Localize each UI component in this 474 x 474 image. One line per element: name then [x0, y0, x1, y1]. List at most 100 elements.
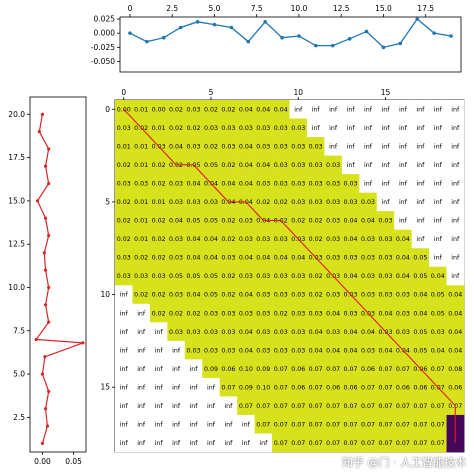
heatmap-cell [132, 396, 151, 416]
heatmap-cell-label: 0.08 [448, 366, 462, 373]
heatmap-cell [429, 118, 447, 138]
heatmap-cell-label: 0.03 [221, 347, 235, 354]
heatmap-cell [376, 359, 395, 379]
heatmap-cell [202, 137, 220, 156]
left-y-tick-label: 5.0 [13, 370, 25, 379]
heatmap-cell [184, 396, 203, 416]
heatmap-cell-label: 0.07 [396, 440, 410, 447]
top-plot-frame [119, 16, 462, 73]
heatmap-cell [149, 340, 168, 360]
heatmap-cell-label: inf [451, 144, 460, 151]
heatmap-cell [341, 137, 360, 156]
heatmap-cell-label: 0.03 [361, 199, 375, 206]
heatmap-cell-label: 0.04 [344, 236, 358, 243]
heatmap-cell-label: inf [451, 218, 460, 225]
heatmap-cell [411, 248, 430, 268]
heatmap-cell-label: 0.03 [361, 347, 375, 354]
heatmap-cell-label: 0.07 [274, 366, 288, 373]
heatmap-cell [324, 285, 343, 305]
heatmap-cell [115, 211, 133, 230]
heatmap-cell [202, 340, 220, 360]
heatmap-cell-label: 0.03 [396, 292, 410, 299]
heatmap-cell [324, 303, 343, 323]
heatmap-cell-label: 0.03 [239, 310, 253, 317]
heatmap-cell [184, 322, 203, 342]
heatmap-cell-label: inf [434, 106, 443, 113]
heatmap-cell [446, 229, 465, 249]
heatmap-cell [149, 266, 168, 286]
heatmap-cell [254, 266, 273, 286]
heatmap-cell [219, 229, 238, 249]
heatmap-cell [132, 229, 151, 249]
heatmap-cell [237, 303, 255, 323]
heatmap-cell-label: 0.03 [291, 292, 305, 299]
heatmap-cell-label: 0.03 [274, 273, 288, 280]
heatmap-cell [306, 322, 325, 342]
heatmap-cell [306, 285, 325, 305]
heatmap-cell-label: inf [451, 125, 460, 132]
heatmap-cell-label: 0.07 [378, 403, 392, 410]
heatmap-cell-label: 0.02 [256, 199, 270, 206]
heatmap-cell-label: 0.07 [378, 366, 392, 373]
heatmap-cell [184, 377, 203, 397]
heatmap-cell-label: 0.04 [274, 255, 288, 262]
left-y-tick-label: 10.0 [8, 283, 25, 292]
heatmap-cell [289, 285, 308, 305]
heatmap-cell [411, 340, 430, 360]
heatmap-cell-label: inf [120, 329, 129, 336]
heatmap-cell [149, 359, 168, 379]
heatmap-cell [167, 248, 186, 268]
left-plot-frame [29, 96, 87, 453]
heatmap-cell [429, 211, 447, 230]
heatmap-cell [429, 396, 447, 416]
heatmap-cell-label: 0.00 [152, 106, 166, 113]
heatmap-cell [272, 303, 290, 323]
heatmap-cell [219, 377, 238, 397]
heatmap-cell-label: inf [451, 181, 460, 188]
heatmap-cell [394, 285, 412, 305]
heatmap-cell [341, 248, 360, 268]
heatmap-cell [359, 100, 378, 119]
heatmap-cell-label: inf [155, 347, 164, 354]
heatmap-cell-label: 0.03 [361, 236, 375, 243]
left-series-point [81, 341, 85, 345]
heatmap-cell [184, 340, 203, 360]
heatmap-cell [115, 377, 133, 397]
heatmap-cell-label: inf [347, 125, 356, 132]
heatmap-cell [202, 155, 220, 175]
top-y-tick-label: 0.025 [94, 15, 116, 24]
heatmap-cell [341, 192, 360, 212]
heatmap-cell-label: 0.03 [361, 273, 375, 280]
top-x-tick-label: 10.0 [291, 4, 308, 13]
heatmap-cell-label: 0.02 [152, 181, 166, 188]
heatmap-cell-label: 0.04 [413, 292, 427, 299]
heatmap-cell [324, 433, 343, 453]
heatmap-cell-label: 0.07 [344, 440, 358, 447]
heatmap-cell [149, 155, 168, 175]
heatmap-cell [289, 433, 308, 453]
heatmap-cell [272, 377, 290, 397]
heatmap-cell-label: 0.07 [361, 421, 375, 428]
heatmap-cell [184, 229, 203, 249]
heatmap-cell-label: 0.07 [431, 440, 445, 447]
heatmap-cell [376, 174, 395, 193]
heatmap-cell [306, 229, 325, 249]
heatmap-cell [341, 377, 360, 397]
heatmap-cell-label: 0.05 [204, 162, 218, 169]
heatmap-cell [202, 359, 220, 379]
heatmap-cell [429, 433, 447, 453]
heatmap-cell-label: 0.04 [204, 255, 218, 262]
heatmap-cell [394, 433, 412, 453]
heatmap-cell-label: 0.01 [134, 106, 148, 113]
heatmap-cell-label: 0.03 [378, 255, 392, 262]
heatmap-cell-label: inf [312, 106, 321, 113]
heatmap-cell [272, 118, 290, 138]
heatmap-cell [184, 285, 203, 305]
heatmap-cell [341, 118, 360, 138]
heatmap-cell-label: 0.03 [187, 347, 201, 354]
heatmap-cell-label: 0.02 [309, 236, 323, 243]
heatmap-cell-label: inf [172, 403, 181, 410]
heatmap-cell [115, 322, 133, 342]
heatmap-cell-label: 0.03 [239, 125, 253, 132]
left-y-tick-label: 2.5 [13, 413, 25, 422]
